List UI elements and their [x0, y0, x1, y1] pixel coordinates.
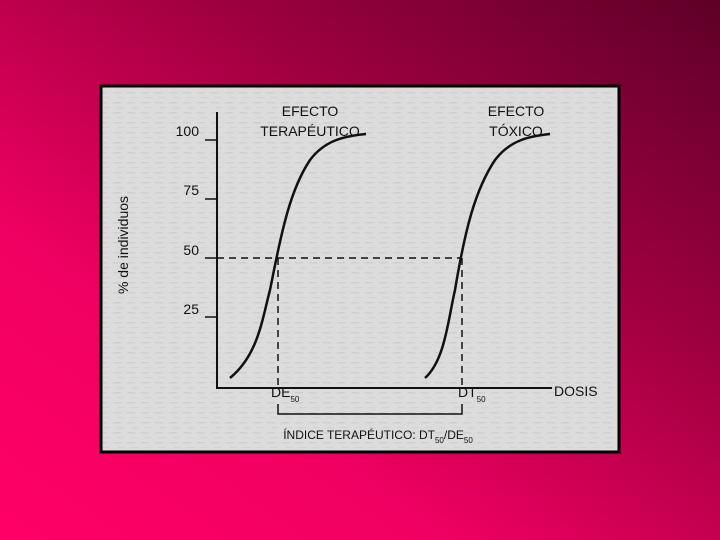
x-axis-label: DOSIS: [554, 383, 598, 399]
y-axis-label: % de individuos: [115, 196, 131, 294]
tick-marks: [205, 139, 216, 318]
therapeutic-curve: [229, 132, 367, 379]
index-label: ÍNDICE TERAPÉUTICO: DT50/DE50: [283, 427, 473, 445]
y-tick-label: 50: [183, 242, 199, 258]
marker-text: DT: [458, 384, 477, 400]
curve-label: EFECTO: [488, 103, 545, 119]
y-tick-label: 100: [176, 123, 200, 139]
index-text: ÍNDICE TERAPÉUTICO: DT: [283, 427, 435, 442]
y-tick-label: 25: [183, 301, 199, 317]
curve-label: TÓXICO: [489, 123, 543, 139]
index-text: /DE: [444, 428, 464, 442]
guide-lines: [217, 257, 463, 386]
index-subscript: 50: [464, 436, 473, 445]
x-marker-label: DE50: [271, 384, 300, 404]
curve-label: EFECTO: [282, 103, 339, 119]
index-bracket: [277, 404, 463, 415]
index-subscript: 50: [435, 436, 444, 445]
marker-subscript: 50: [477, 395, 486, 404]
marker-subscript: 50: [290, 395, 299, 404]
x-marker-label: DT50: [458, 384, 486, 404]
toxic-curve: [424, 132, 551, 379]
curve-label: TERAPÉUTICO: [260, 123, 360, 139]
figure-frame: [99, 84, 621, 454]
y-tick-label: 75: [183, 182, 199, 198]
marker-text: DE: [271, 384, 290, 400]
